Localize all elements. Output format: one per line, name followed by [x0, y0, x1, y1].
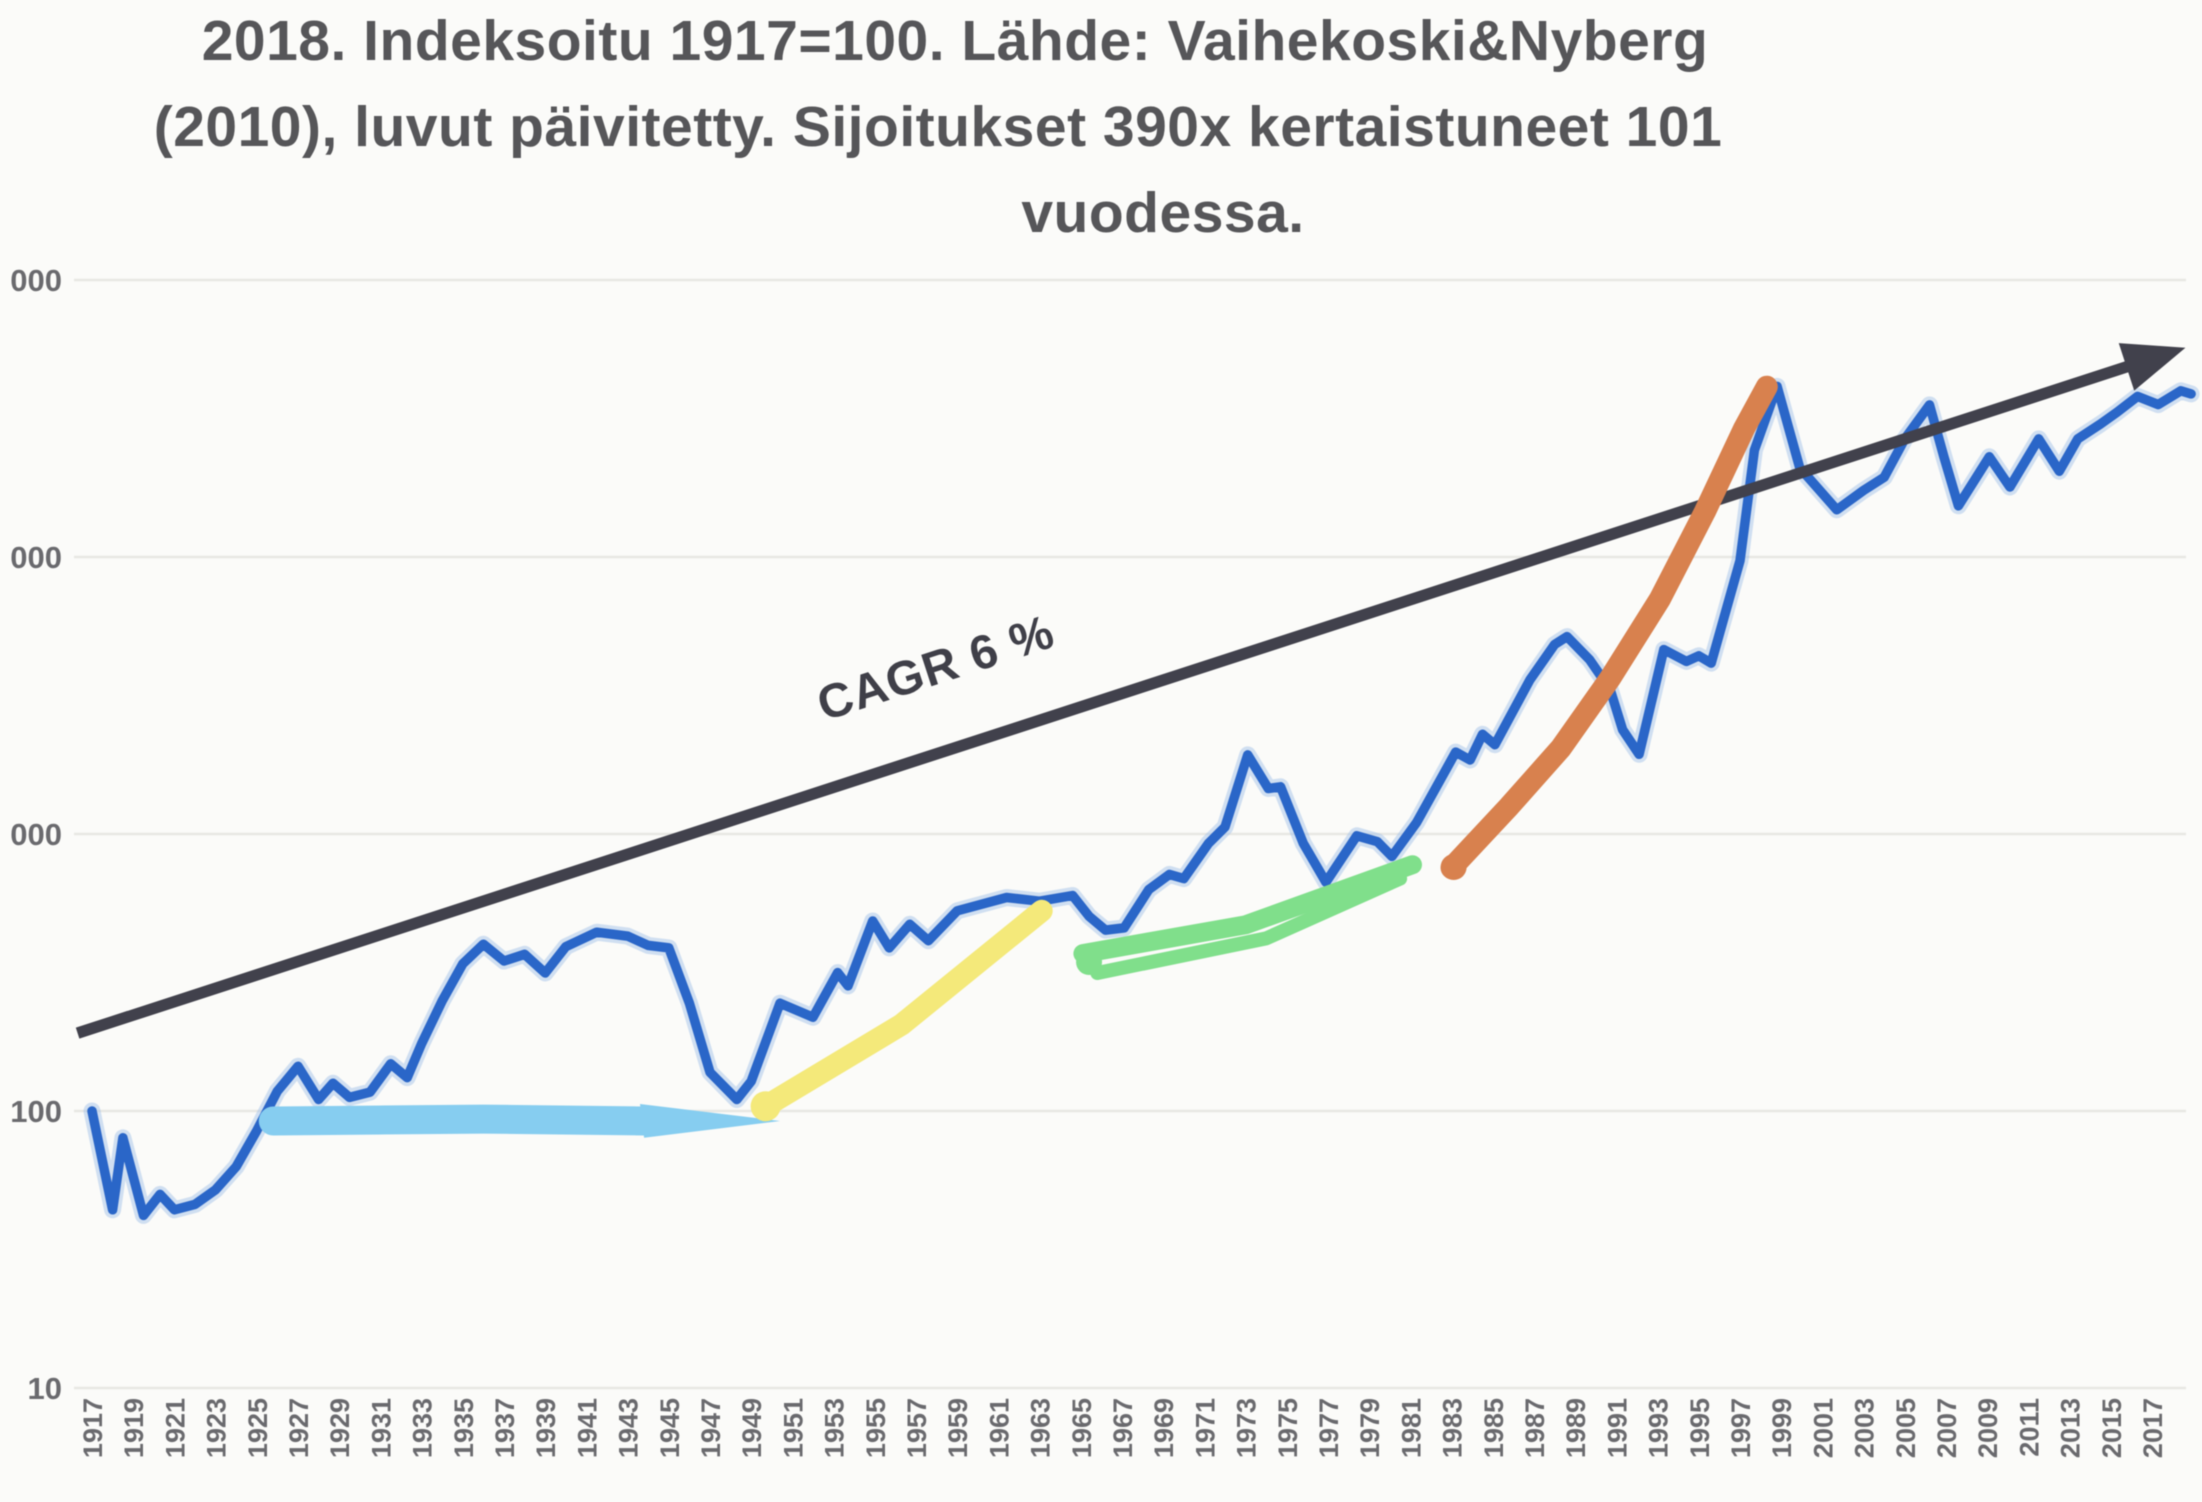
index-line — [87, 381, 2196, 1221]
x-tick-label: 1951 — [778, 1398, 808, 1458]
x-tick-label: 1965 — [1067, 1398, 1097, 1458]
x-tick-label: 1943 — [614, 1398, 644, 1458]
x-tick-label: 1917 — [78, 1398, 108, 1458]
cagr-arrow-shaft — [75, 356, 2144, 1039]
y-tick-label: 000 — [10, 263, 62, 298]
x-tick-label: 2013 — [2056, 1398, 2086, 1458]
x-tick-label: 1971 — [1190, 1398, 1220, 1458]
x-tick-label: 1939 — [531, 1398, 561, 1458]
x-tick-label: 1975 — [1273, 1398, 1303, 1458]
highlight-yellow-1950s-rise-dot — [750, 1091, 781, 1122]
x-tick-label: 1963 — [1026, 1398, 1056, 1458]
x-tick-label: 1979 — [1355, 1398, 1385, 1458]
chart-title-line-3: vuodessa. — [1021, 181, 1305, 245]
x-tick-label: 1983 — [1438, 1398, 1468, 1458]
x-tick-label: 1999 — [1767, 1398, 1797, 1458]
x-tick-label: 1931 — [366, 1398, 396, 1458]
x-tick-label: 1955 — [861, 1398, 891, 1458]
cagr-arrow-head — [2118, 343, 2186, 391]
chart-title-line-1: 2018. Indeksoitu 1917=100. Lähde: Vaihek… — [201, 9, 1709, 73]
x-tick-label: 1925 — [243, 1398, 273, 1458]
x-tick-label: 1969 — [1149, 1398, 1179, 1458]
x-tick-label: 1967 — [1108, 1398, 1138, 1458]
x-tick-label: 1981 — [1396, 1398, 1426, 1458]
x-tick-label: 2003 — [1850, 1398, 1880, 1458]
index-line-halo — [83, 377, 2200, 1224]
highlight-yellow-1950s-rise — [752, 899, 1053, 1119]
x-tick-label: 1945 — [655, 1398, 685, 1458]
highlight-skyblue-1926-1950-tip — [640, 1104, 780, 1138]
x-tick-label: 2001 — [1808, 1398, 1838, 1458]
x-tick-label: 1961 — [984, 1398, 1014, 1458]
x-tick-label: 2009 — [1973, 1398, 2003, 1458]
y-tick-label: 000 — [10, 540, 62, 575]
x-tick-label: 1985 — [1479, 1398, 1509, 1458]
x-tick-label: 2005 — [1891, 1398, 1921, 1458]
y-tick-label: 10 — [28, 1371, 62, 1406]
x-tick-label: 1923 — [202, 1398, 232, 1458]
x-tick-label: 1953 — [820, 1398, 850, 1458]
x-tick-label: 1947 — [696, 1398, 726, 1458]
highlight-green-1965-1981-rise — [1090, 871, 1408, 980]
x-tick-label: 1973 — [1232, 1398, 1262, 1458]
x-tick-label: 1929 — [325, 1398, 355, 1458]
x-tick-label: 1933 — [408, 1398, 438, 1458]
cagr-label: CAGR 6 % — [811, 605, 1061, 731]
x-tick-label: 1991 — [1602, 1398, 1632, 1458]
x-tick-label: 2017 — [2138, 1398, 2168, 1458]
x-tick-label: 1941 — [572, 1398, 602, 1458]
x-tick-label: 1935 — [449, 1398, 479, 1458]
x-tick-label: 1977 — [1314, 1398, 1344, 1458]
highlight-green-1965-1981-rise-dot — [1076, 949, 1103, 976]
x-tick-label: 2011 — [2014, 1398, 2044, 1457]
x-tick-label: 1997 — [1726, 1398, 1756, 1458]
x-tick-label: 1937 — [490, 1398, 520, 1458]
x-tick-label: 1957 — [902, 1398, 932, 1458]
chart-title-line-2: (2010), luvut päivitetty. Sijoitukset 39… — [153, 95, 1723, 159]
highlight-orange-1983-1999-exponential-dot — [1440, 854, 1467, 881]
x-tick-label: 1989 — [1561, 1398, 1591, 1458]
x-tick-label: 1995 — [1685, 1398, 1715, 1458]
x-tick-label: 2007 — [1932, 1398, 1962, 1458]
x-tick-label: 1927 — [284, 1398, 314, 1458]
x-tick-label: 1921 — [160, 1398, 190, 1458]
x-tick-label: 1919 — [119, 1398, 149, 1458]
x-tick-label: 1987 — [1520, 1398, 1550, 1458]
y-tick-label: 100 — [10, 1094, 62, 1129]
x-tick-label: 1949 — [737, 1398, 767, 1458]
x-tick-label: 1959 — [943, 1398, 973, 1458]
highlight-green-1965-1981-rise — [1073, 855, 1422, 964]
x-tick-label: 1993 — [1644, 1398, 1674, 1458]
highlight-skyblue-1926-1950 — [258, 1104, 659, 1136]
highlight-orange-1983-1999-exponential — [1440, 375, 1778, 879]
y-tick-label: 000 — [10, 817, 62, 852]
x-tick-label: 2015 — [2097, 1398, 2127, 1458]
